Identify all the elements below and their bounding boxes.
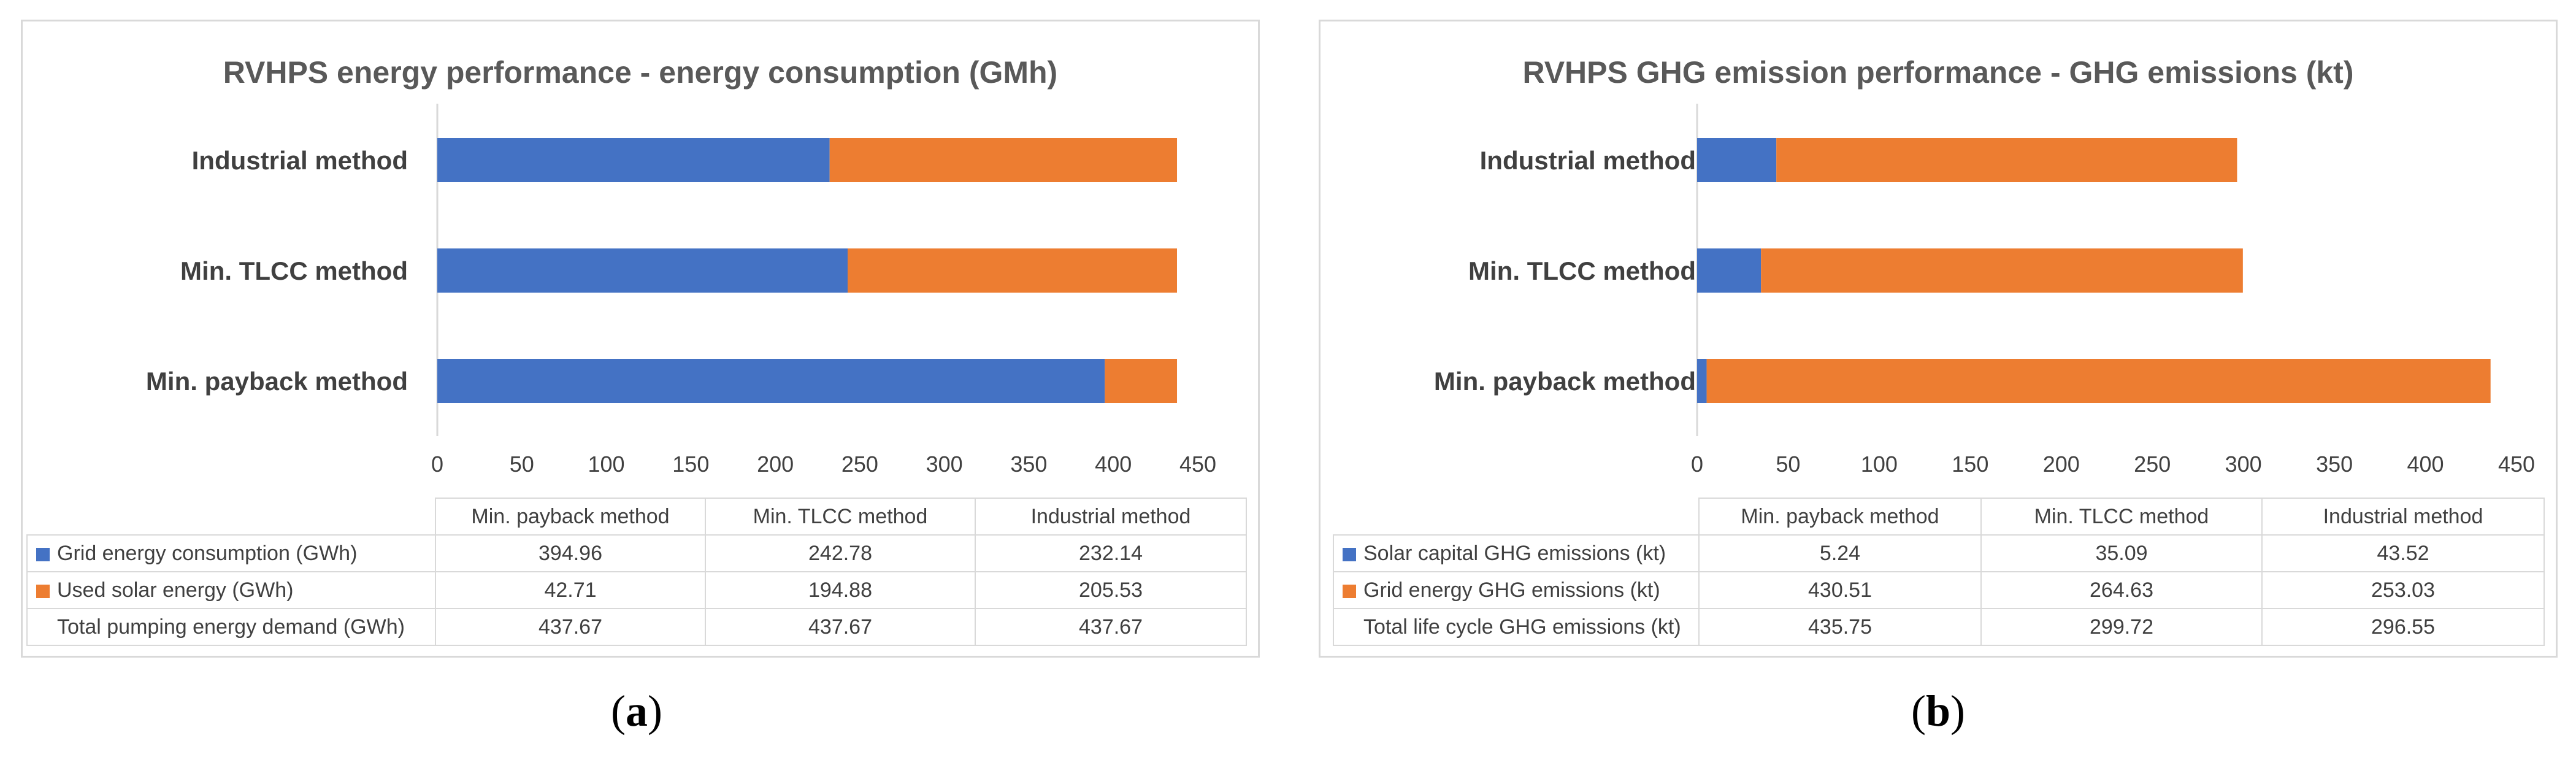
table-row: Used solar energy (GWh) 42.71 194.88 205…	[26, 571, 1247, 609]
legend-swatch-blue	[36, 547, 50, 561]
table-cell: 437.67	[435, 608, 706, 646]
bar-series1-min-tlcc-method	[1697, 248, 1761, 293]
x-tick-label: 0	[431, 452, 443, 477]
table-cell: 264.63	[1980, 571, 2263, 609]
bar-chart-energy: Industrial method Min. TLCC method Min. pa…	[146, 104, 1216, 477]
table-row-label: Grid energy GHG emissions (kt)	[1363, 578, 1660, 602]
table-cell: 253.03	[2261, 571, 2545, 609]
x-tick-label: 450	[2498, 452, 2535, 477]
table-row: Solar capital GHG emissions (kt) 5.24 35…	[1333, 534, 2545, 572]
x-tick-label: 50	[1776, 452, 1800, 477]
bar-series2-min-payback-method	[1105, 359, 1178, 403]
chart-panel-energy: RVHPS energy performance - energy consum…	[21, 20, 1260, 658]
bar-series1-min-tlcc-method	[437, 248, 848, 293]
category-label: Min. TLCC method	[1468, 256, 1696, 285]
bar-series1-industrial-method	[1697, 138, 1777, 182]
data-table-ghg: Min. payback method Min. TLCC method Ind…	[1333, 498, 2545, 646]
x-tick-label: 300	[2225, 452, 2262, 477]
bar-series2-min-tlcc-method	[1761, 248, 2243, 293]
bar-series1-min-payback-method	[437, 359, 1105, 403]
table-header-row: Min. payback method Min. TLCC method Ind…	[1333, 498, 2545, 536]
data-table-energy: Min. payback method Min. TLCC method Ind…	[26, 498, 1247, 646]
table-cell: 232.14	[975, 534, 1247, 572]
table-cell: 299.72	[1980, 608, 2263, 646]
table-header-row: Min. payback method Min. TLCC method Ind…	[27, 498, 1247, 536]
table-column-header: Min. payback method	[435, 498, 706, 536]
x-tick-label: 50	[510, 452, 534, 477]
table-row-label: Grid energy consumption (GWh)	[57, 541, 358, 565]
chart-title: RVHPS GHG emission performance - GHG emi…	[1522, 55, 2354, 90]
table-row-label: Solar capital GHG emissions (kt)	[1363, 541, 1666, 565]
legend-swatch-orange	[1343, 584, 1356, 598]
table-cell: 43.52	[2261, 534, 2545, 572]
table-column-header: Min. payback method	[1698, 498, 1982, 536]
x-tick-label: 400	[1095, 452, 1132, 477]
category-label: Min. TLCC method	[180, 256, 408, 285]
table-cell: 42.71	[435, 571, 706, 609]
x-tick-label: 200	[2043, 452, 2080, 477]
x-tick-label: 100	[1861, 452, 1898, 477]
table-cell: 205.53	[975, 571, 1247, 609]
table-cell: 5.24	[1698, 534, 1982, 572]
chart-panel-ghg: RVHPS GHG emission performance - GHG emi…	[1319, 20, 2558, 658]
caption-a: (a)	[611, 686, 662, 736]
table-row: Total pumping energy demand (GWh) 437.67…	[26, 608, 1247, 646]
bar-series1-industrial-method	[437, 138, 830, 182]
bar-series2-industrial-method	[829, 138, 1178, 182]
table-cell: 242.78	[705, 534, 976, 572]
x-tick-label: 100	[588, 452, 625, 477]
legend-swatch-orange	[36, 584, 50, 598]
x-tick-label: 150	[672, 452, 709, 477]
table-row-label: Used solar energy (GWh)	[57, 578, 294, 602]
table-cell: 435.75	[1698, 608, 1982, 646]
bar-series2-industrial-method	[1776, 138, 2237, 182]
bar-series1-min-payback-method	[1697, 359, 1707, 403]
x-tick-label: 150	[1952, 452, 1988, 477]
category-label: Min. payback method	[1434, 367, 1696, 396]
table-cell: 437.67	[975, 608, 1247, 646]
table-row-label: Total pumping energy demand (GWh)	[57, 615, 405, 639]
table-cell: 194.88	[705, 571, 976, 609]
category-label: Industrial method	[1480, 146, 1696, 175]
x-tick-label: 350	[2316, 452, 2353, 477]
bar-chart-ghg: Industrial method Min. TLCC method Min. pa…	[1434, 104, 2535, 477]
x-tick-label: 400	[2407, 452, 2444, 477]
table-row: Grid energy consumption (GWh) 394.96 242…	[26, 534, 1247, 572]
table-row-label: Total life cycle GHG emissions (kt)	[1363, 615, 1681, 639]
table-row: Total life cycle GHG emissions (kt) 435.…	[1333, 608, 2545, 646]
category-label: Min. payback method	[146, 367, 408, 396]
table-column-header: Industrial method	[2261, 498, 2545, 536]
chart-title: RVHPS energy performance - energy consum…	[223, 55, 1058, 90]
x-tick-label: 250	[841, 452, 878, 477]
legend-swatch-blue	[1343, 547, 1356, 561]
table-row: Grid energy GHG emissions (kt) 430.51 26…	[1333, 571, 2545, 609]
table-column-header: Industrial method	[975, 498, 1247, 536]
bar-series2-min-payback-method	[1706, 359, 2491, 403]
table-cell: 437.67	[705, 608, 976, 646]
x-tick-label: 0	[1691, 452, 1703, 477]
x-tick-label: 350	[1010, 452, 1047, 477]
table-cell: 430.51	[1698, 571, 1982, 609]
caption-b: (b)	[1911, 686, 1966, 736]
table-cell: 394.96	[435, 534, 706, 572]
category-label: Industrial method	[192, 146, 408, 175]
table-column-header: Min. TLCC method	[1980, 498, 2263, 536]
x-tick-label: 300	[926, 452, 963, 477]
x-tick-label: 250	[2134, 452, 2171, 477]
bar-series2-min-tlcc-method	[847, 248, 1177, 293]
x-tick-label: 200	[757, 452, 794, 477]
table-cell: 296.55	[2261, 608, 2545, 646]
table-column-header: Min. TLCC method	[705, 498, 976, 536]
x-tick-label: 450	[1179, 452, 1216, 477]
table-cell: 35.09	[1980, 534, 2263, 572]
